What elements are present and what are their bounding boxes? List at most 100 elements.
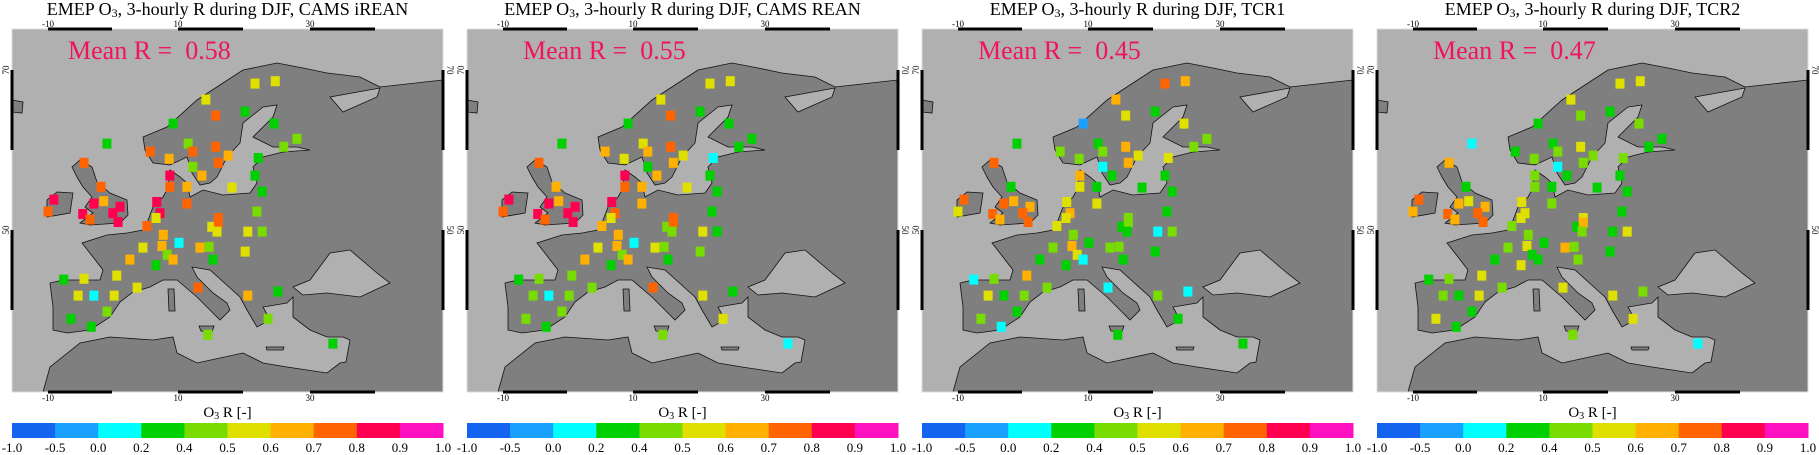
station-marker [1578, 217, 1588, 228]
station-marker [1454, 198, 1464, 209]
lon-tick-label: 10 [629, 19, 639, 29]
mean-r-annotation: Mean R = 0.55 [523, 36, 686, 66]
station-marker [712, 186, 722, 197]
station-marker [1562, 170, 1572, 181]
inland-sea [292, 249, 391, 298]
station-marker [188, 161, 198, 172]
station-marker [747, 133, 757, 144]
station-marker [695, 106, 705, 117]
colorbar-tick-label: -0.5 [44, 440, 66, 455]
station-marker [1133, 150, 1143, 161]
map-panel: -10 -10 10 10 30 30 70 70 50 50 EMEP O3, 3-hourly … [455, 0, 910, 455]
station-marker [212, 226, 222, 237]
station-marker [666, 141, 676, 152]
station-marker [1179, 118, 1189, 129]
station-marker [606, 213, 616, 223]
lat-tick-label: 50 [1810, 226, 1819, 236]
map-svg: -10 -10 10 10 30 30 70 70 50 50 [1366, 19, 1819, 438]
station-marker [533, 209, 543, 219]
title-text-suffix: , 3-hourly R during DJF, TCR2 [1515, 0, 1741, 19]
mean-r-label: Mean R = [1433, 36, 1551, 65]
station-marker [168, 118, 178, 129]
station-marker [1516, 213, 1526, 223]
colorbar-tick-label: 0.8 [1258, 440, 1275, 455]
station-marker [182, 198, 192, 209]
lat-tick-label: 50 [1, 225, 11, 235]
title-subscript: 3 [111, 6, 118, 20]
map-svg: -10 -10 10 10 30 30 70 70 50 50 [911, 19, 1365, 438]
station-marker [193, 282, 203, 293]
station-marker [168, 254, 178, 265]
station-marker [1517, 197, 1527, 207]
station-marker [1503, 242, 1513, 253]
station-marker [638, 138, 648, 149]
station-marker [164, 153, 174, 164]
colorbar-title-suffix: R [-] [1129, 405, 1162, 421]
station-marker [629, 237, 639, 248]
colorbar-segment [1549, 423, 1593, 438]
station-marker [89, 198, 99, 209]
station-marker [1490, 254, 1500, 265]
colorbar-tick-label: 0.8 [803, 440, 820, 455]
station-marker [1084, 237, 1094, 248]
station-marker [43, 206, 53, 217]
lon-tick-label: 30 [1671, 393, 1681, 403]
map-panel: -10 -10 10 10 30 30 70 70 50 50 EMEP O3, 3-hourly … [910, 0, 1365, 455]
colorbar-segment [553, 423, 597, 438]
station-marker [1121, 141, 1131, 152]
lat-tick-label: 50 [456, 225, 466, 235]
station-marker [1006, 181, 1016, 192]
title-text: EMEP O [46, 0, 112, 19]
station-marker [162, 249, 172, 260]
colorbar-tick-label: 0.9 [1756, 440, 1774, 455]
station-marker [243, 290, 253, 301]
station-marker [1533, 118, 1543, 129]
station-marker [534, 157, 544, 168]
lat-tick-label: 50 [1366, 225, 1376, 235]
station-marker [698, 226, 708, 237]
colorbar-segment [1051, 423, 1095, 438]
title-subscript: 3 [569, 6, 576, 20]
station-marker [125, 254, 135, 265]
colorbar-segment [1377, 423, 1421, 438]
colorbar-tick-label: 0.0 [545, 440, 562, 455]
lon-tick-label: 30 [1216, 19, 1226, 29]
lon-tick-label: -10 [42, 19, 54, 29]
station-marker [273, 286, 283, 297]
station-marker [211, 110, 221, 121]
colorbar-title-suffix: R [-] [219, 405, 252, 421]
station-marker [668, 157, 678, 168]
station-marker [1072, 249, 1082, 260]
station-marker [1025, 201, 1035, 212]
station-marker [1114, 241, 1124, 252]
station-marker [989, 273, 999, 284]
lon-tick-label: -10 [952, 393, 964, 403]
station-marker [257, 226, 267, 237]
station-marker [1137, 182, 1147, 193]
mean-r-value: 0.55 [640, 36, 686, 65]
colorbar-tick-label: 0.5 [219, 440, 236, 455]
station-marker [1480, 201, 1490, 212]
station-marker [1123, 217, 1133, 228]
colorbar-segment [1592, 423, 1637, 438]
station-marker [1061, 213, 1071, 223]
lon-tick-label: 10 [1084, 393, 1094, 403]
station-marker [1467, 138, 1477, 149]
lon-tick-label: 30 [1216, 393, 1226, 403]
station-marker [600, 146, 610, 157]
station-marker [988, 209, 998, 219]
station-marker [1592, 182, 1602, 193]
mean-r-value: 0.58 [185, 36, 231, 65]
station-marker [1474, 290, 1484, 301]
land-mass [952, 62, 1353, 392]
station-marker [1553, 146, 1563, 157]
station-marker [1075, 170, 1085, 181]
station-marker [682, 182, 692, 193]
mean-r-value: 0.47 [1550, 36, 1596, 65]
station-marker [1635, 76, 1645, 87]
land-mass [1407, 62, 1808, 392]
title-text: EMEP O [989, 0, 1055, 19]
title-subscript: 3 [1509, 6, 1516, 20]
station-marker [1451, 321, 1461, 332]
colorbar-tick-label: -1.0 [1, 440, 23, 455]
